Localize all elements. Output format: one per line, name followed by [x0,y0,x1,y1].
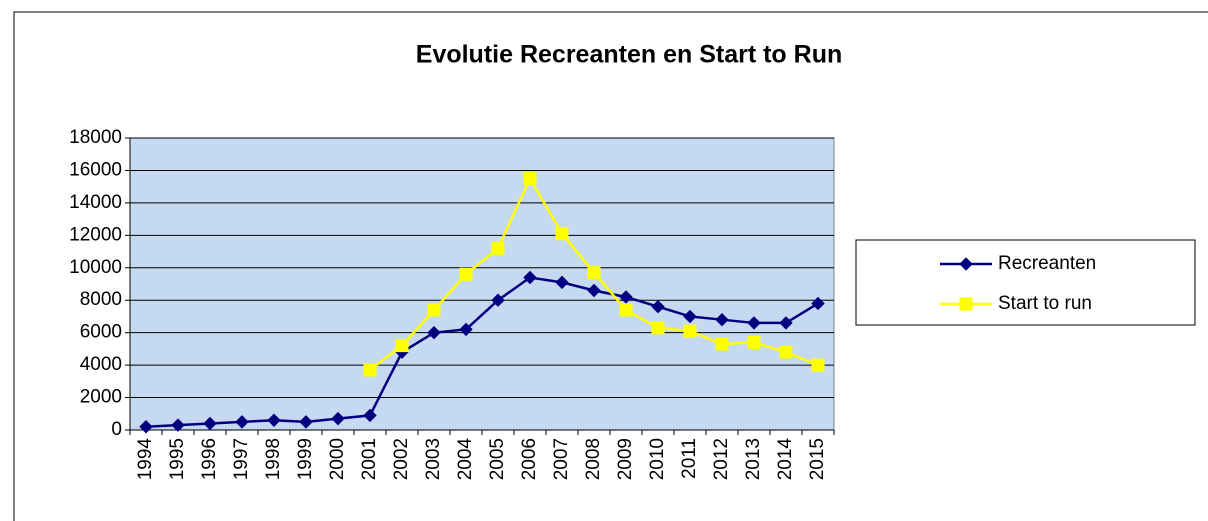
y-tick-label: 16000 [69,159,122,180]
data-point [459,322,473,337]
data-point [651,300,665,314]
x-tick-label: 2000 [327,438,348,480]
chart-border [13,11,1208,521]
data-point [427,303,441,317]
data-point [363,363,377,377]
data-point [747,335,761,349]
y-tick-label: 4000 [80,354,122,375]
series-line [145,276,819,429]
data-point [427,325,441,340]
x-tick-label: 2009 [615,438,636,480]
y-tick-label: 2000 [80,387,122,408]
data-point [587,283,601,298]
data-point [523,270,537,285]
data-point [619,303,633,317]
x-tick-label: 1995 [167,438,188,480]
x-tick-label: 2002 [391,438,412,480]
x-tick-label: 2015 [807,438,828,480]
x-tick-label: 2001 [359,438,380,480]
legend-label: Start to run [998,293,1092,314]
x-tick-label: 1998 [263,438,284,480]
data-point [779,345,793,359]
data-point [683,309,697,324]
x-tick-label: 1994 [135,438,156,481]
x-tick-label: 2010 [647,438,668,480]
data-point [459,267,473,281]
y-tick-label: 12000 [69,224,122,245]
data-point [171,418,185,432]
y-tick-label: 6000 [80,322,122,343]
x-tick-label: 2008 [583,438,604,480]
data-point [555,227,569,241]
data-point [363,408,377,423]
data-point [299,415,313,429]
data-point [587,266,601,280]
chart-title: Evolutie Recreanten en Start to Run [416,41,842,69]
data-point [395,339,409,353]
data-point [619,290,633,304]
data-point [235,415,249,429]
data-point [715,312,729,327]
x-tick-label: 2007 [551,438,572,480]
y-tick-label: 10000 [69,257,122,278]
data-point [747,316,761,330]
data-point [683,324,697,338]
data-point [491,293,505,307]
y-tick-label: 14000 [69,192,122,213]
data-point [139,420,153,434]
data-point [523,172,537,186]
data-point [555,275,569,290]
data-point [267,413,281,427]
x-tick-label: 2004 [455,438,476,481]
x-tick-label: 2013 [743,438,764,480]
data-point [491,241,505,255]
x-tick-label: 2014 [775,438,796,481]
data-point [811,358,825,372]
x-tick-label: 2006 [519,438,540,480]
y-tick-label: 0 [111,419,122,440]
legend-box [855,239,1196,326]
data-point [651,321,665,335]
data-point [811,296,825,311]
x-tick-label: 2011 [679,438,700,479]
data-point [779,316,793,330]
x-tick-label: 2012 [711,438,732,480]
x-tick-label: 1997 [231,438,252,480]
legend-marker [959,257,973,271]
legend-marker [959,297,973,311]
y-tick-label: 18000 [69,127,122,148]
data-point [331,411,345,426]
data-point [203,416,217,431]
legend-label: Recreanten [998,253,1096,274]
data-point [715,337,729,351]
x-tick-label: 1996 [199,438,220,480]
x-tick-label: 2003 [423,438,444,480]
y-tick-label: 8000 [80,289,122,310]
plot-background [129,137,835,431]
x-tick-label: 1999 [295,438,316,480]
x-tick-label: 2005 [487,438,508,480]
